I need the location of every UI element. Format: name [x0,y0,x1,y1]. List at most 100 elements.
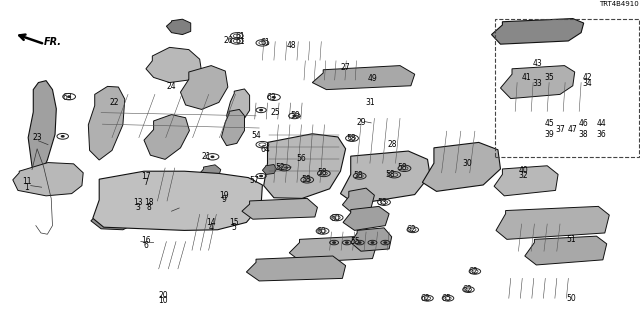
Text: 20: 20 [158,291,168,300]
Text: 30: 30 [462,159,472,168]
Polygon shape [494,166,558,196]
Text: 10: 10 [158,296,168,305]
Text: 64: 64 [260,145,271,154]
Circle shape [346,242,348,243]
Text: 7: 7 [143,178,148,187]
Text: 56: 56 [296,154,306,163]
Polygon shape [343,206,389,230]
Text: 41: 41 [522,73,532,82]
Text: 62: 62 [406,225,416,234]
Circle shape [273,97,275,98]
Polygon shape [242,198,317,219]
Polygon shape [500,66,575,99]
Polygon shape [88,86,125,160]
Text: 46: 46 [579,119,589,128]
Text: 62: 62 [462,285,472,294]
Text: 62: 62 [420,294,431,303]
Text: 39: 39 [544,130,554,139]
Text: 52: 52 [275,163,285,172]
Text: 51: 51 [566,235,577,244]
Text: 37: 37 [556,125,566,134]
Text: 31: 31 [365,98,375,107]
Polygon shape [262,164,276,174]
Text: 16: 16 [141,236,151,245]
Polygon shape [200,165,221,178]
Circle shape [333,242,335,243]
Polygon shape [227,89,250,125]
Text: 43: 43 [532,60,543,68]
Text: 9: 9 [221,196,227,204]
Text: 6: 6 [143,241,148,250]
Text: 50: 50 [566,294,577,303]
Text: 62: 62 [468,267,479,276]
Text: 28: 28 [388,140,397,149]
Text: 61: 61 [235,37,245,46]
Text: 40: 40 [518,166,529,175]
Polygon shape [246,256,346,281]
Circle shape [211,156,214,157]
Text: 19: 19 [219,191,229,200]
Text: 29: 29 [356,118,366,127]
Text: 27: 27 [340,63,351,72]
Text: 45: 45 [544,119,554,128]
Circle shape [260,109,262,111]
Polygon shape [496,206,609,239]
Text: 63: 63 [62,93,72,102]
Polygon shape [340,151,430,204]
Text: 15: 15 [228,218,239,227]
Text: 42: 42 [582,73,593,82]
Text: 57: 57 [250,176,260,185]
Polygon shape [146,47,202,83]
Text: 14: 14 [206,218,216,227]
Text: 18: 18 [144,198,153,207]
Text: 38: 38 [579,130,589,139]
Text: 21: 21 [202,152,211,161]
Circle shape [371,242,374,243]
Polygon shape [351,228,392,251]
Text: 1: 1 [24,183,29,192]
Text: 49: 49 [367,74,378,83]
Polygon shape [289,236,376,262]
Text: 25: 25 [270,108,280,117]
Polygon shape [312,66,415,90]
Text: 13: 13 [132,198,143,207]
Polygon shape [93,171,262,230]
Polygon shape [264,134,346,198]
Text: 58: 58 [301,175,311,184]
Polygon shape [492,19,584,44]
Circle shape [384,242,387,243]
Circle shape [61,136,64,137]
Text: 34: 34 [582,79,593,88]
Text: 61: 61 [235,32,245,41]
Polygon shape [91,206,138,230]
Circle shape [68,96,70,97]
Polygon shape [422,142,500,191]
Polygon shape [144,115,189,159]
Polygon shape [28,81,56,178]
Polygon shape [342,188,374,213]
Text: 58: 58 [353,171,364,180]
Text: 63: 63 [266,93,276,102]
Text: 23: 23 [32,133,42,142]
Text: 59: 59 [291,111,301,120]
Polygon shape [166,19,191,35]
Text: 32: 32 [518,171,529,180]
Text: 33: 33 [532,79,543,88]
Text: 60: 60 [330,214,340,223]
Text: 53: 53 [378,198,388,207]
Text: 24: 24 [166,82,177,91]
Polygon shape [221,109,244,146]
Text: 17: 17 [141,172,151,181]
Text: 58: 58 [346,134,356,143]
Circle shape [293,115,296,116]
Text: 54: 54 [251,131,261,140]
Text: 61: 61 [260,38,271,47]
Text: 47: 47 [567,125,577,134]
Text: 11: 11 [22,177,31,186]
Text: 58: 58 [385,170,396,179]
Circle shape [358,242,361,243]
Text: 65: 65 [442,294,452,303]
Text: 44: 44 [596,119,607,128]
Text: 48: 48 [287,41,297,50]
Text: 36: 36 [596,130,607,139]
